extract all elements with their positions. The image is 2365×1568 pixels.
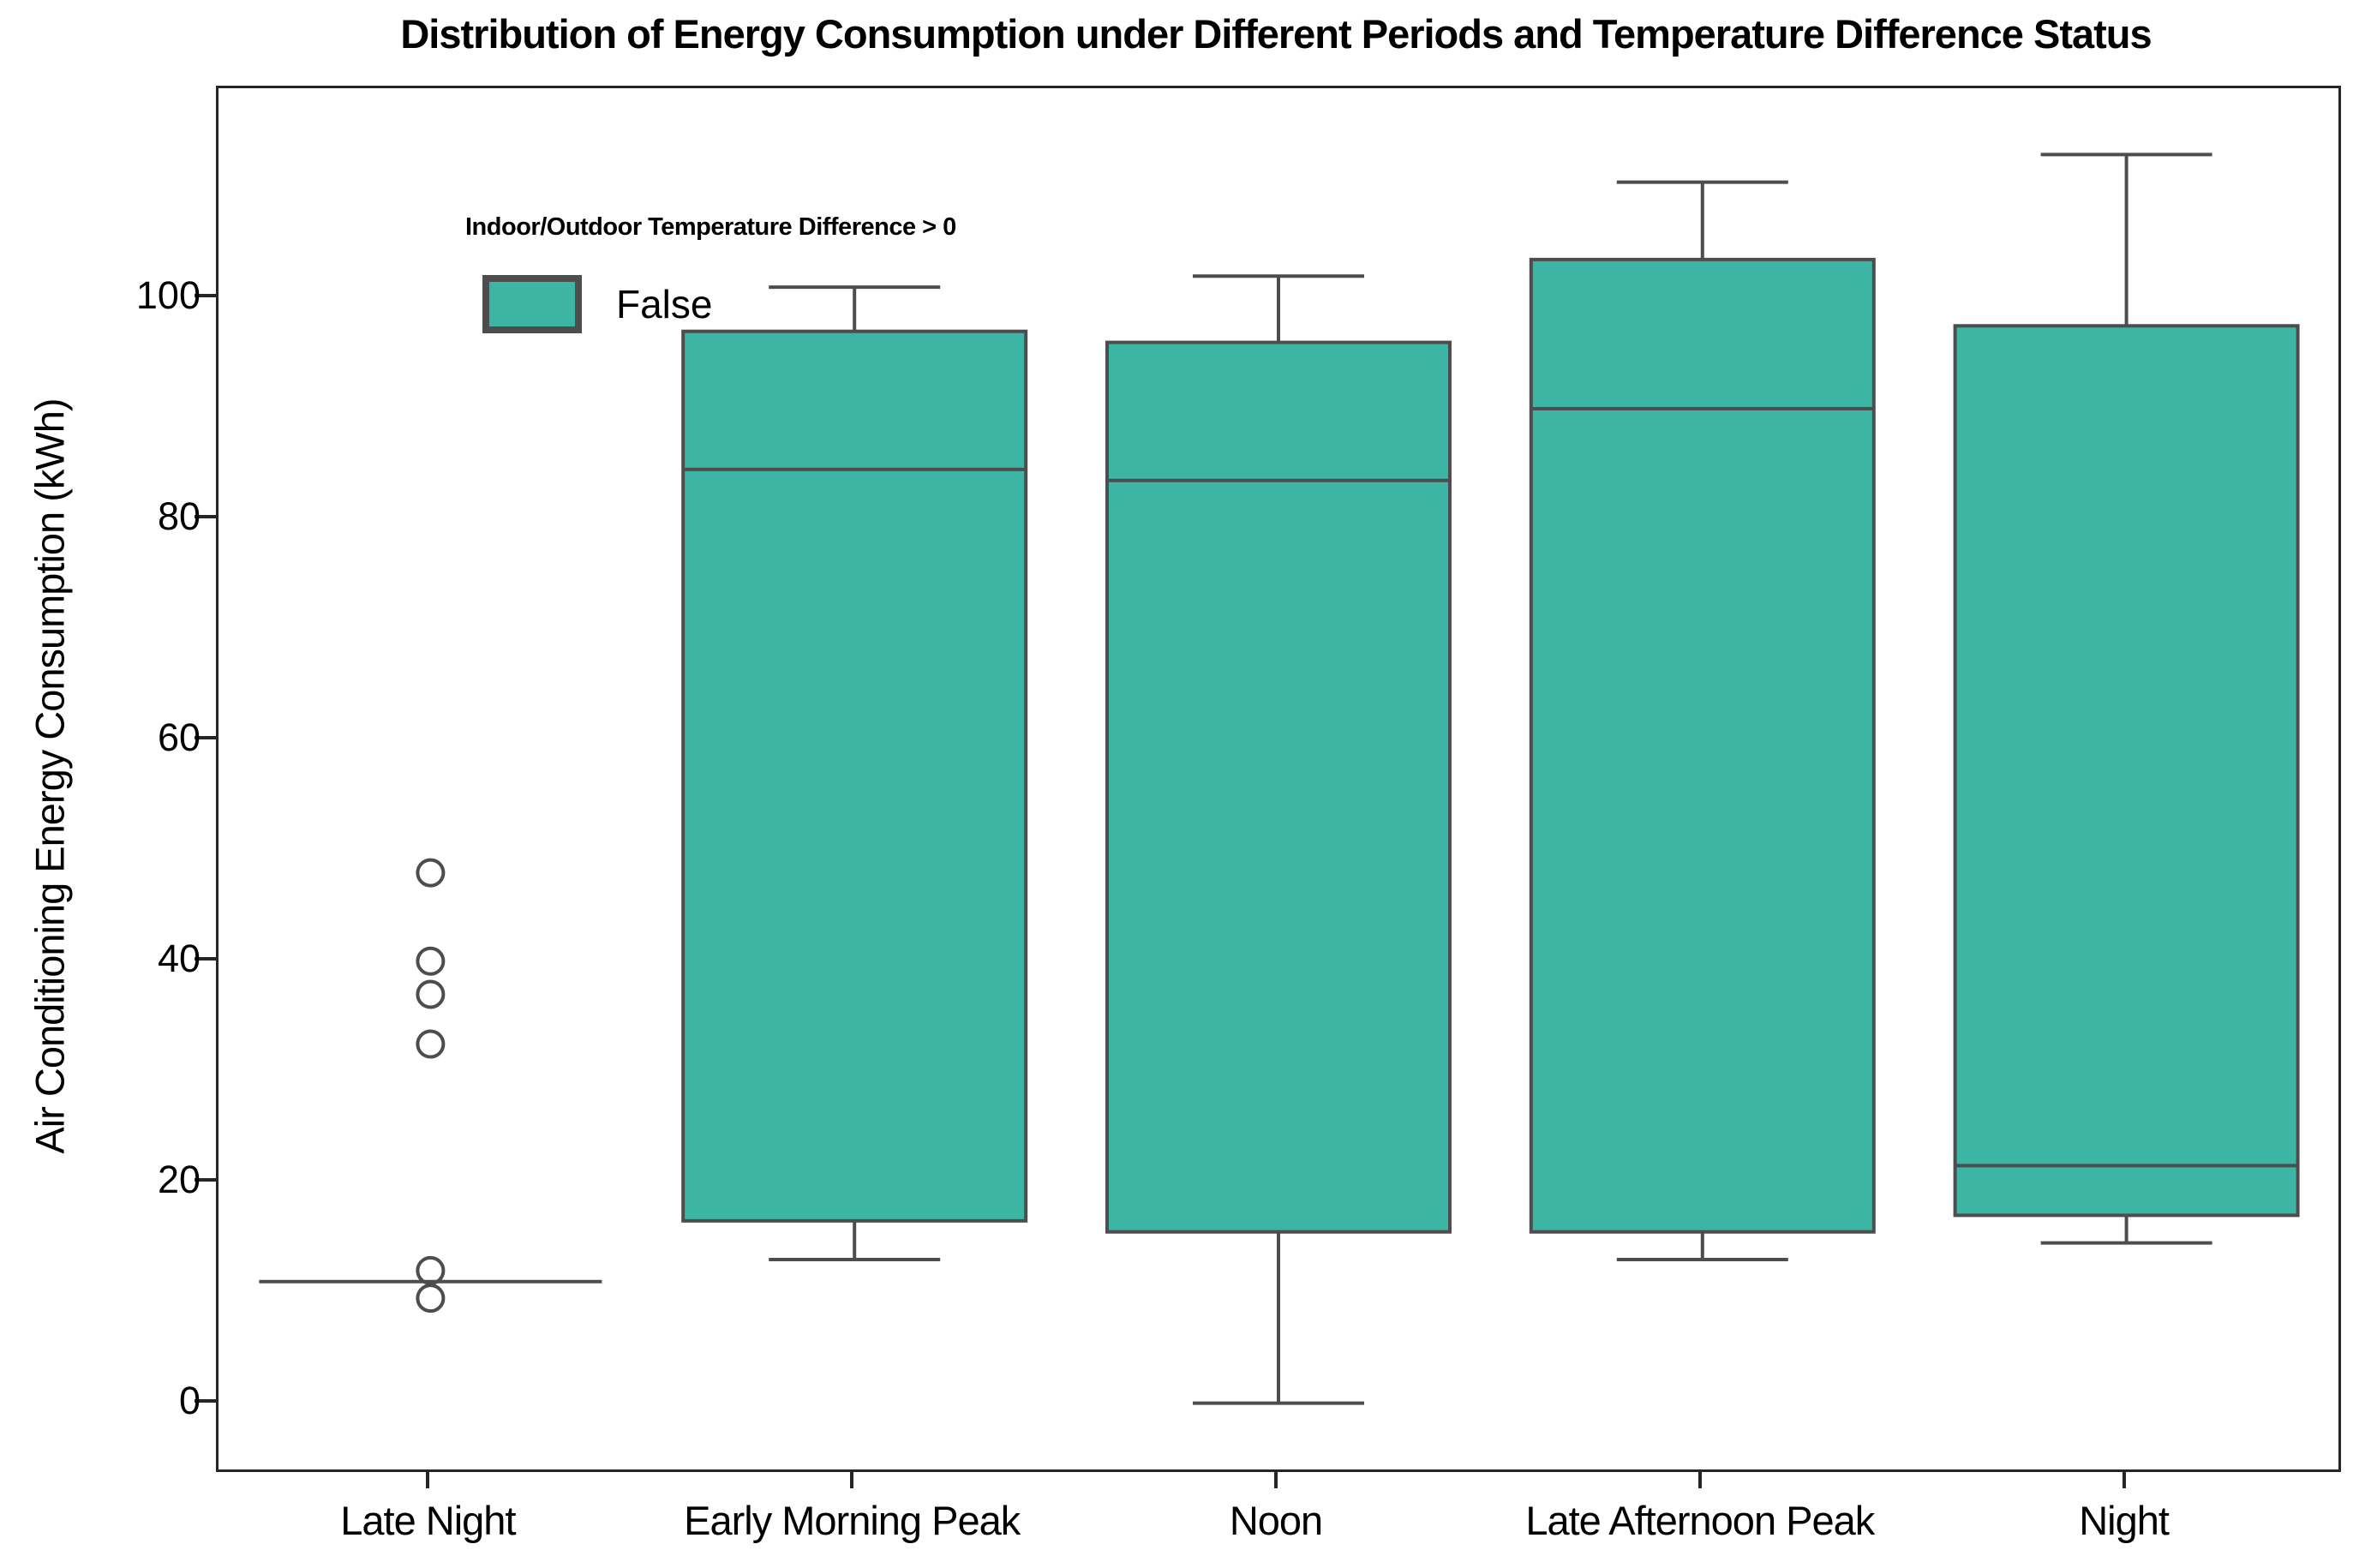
box-2 xyxy=(681,329,1028,1223)
y-tick-label: 20 xyxy=(157,1157,201,1201)
legend-label: False xyxy=(616,282,713,326)
y-tick-label: 40 xyxy=(157,936,201,980)
y-tick-label: 100 xyxy=(135,273,201,318)
y-tick-label: 0 xyxy=(178,1378,201,1422)
x-tick-mark xyxy=(1274,1469,1278,1488)
outlier-point xyxy=(416,1284,446,1314)
x-tick-mark xyxy=(426,1469,430,1488)
x-tick-label-2: Early Morning Peak xyxy=(684,1498,1021,1543)
x-tick-mark xyxy=(850,1469,854,1488)
y-tick-label: 80 xyxy=(157,494,201,538)
chart-title: Distribution of Energy Consumption under… xyxy=(400,11,2152,57)
box-4 xyxy=(1529,257,1876,1234)
x-tick-label-1: Late Night xyxy=(340,1498,516,1543)
plot-area: Indoor/Outdoor Temperature Difference > … xyxy=(216,86,2341,1472)
legend-swatch-false xyxy=(482,275,582,333)
y-tick-mark xyxy=(195,735,216,739)
outlier-point xyxy=(416,858,446,888)
y-tick-label: 60 xyxy=(157,715,201,759)
outlier-point xyxy=(416,946,446,976)
plot-canvas xyxy=(259,153,2300,1405)
x-tick-mark xyxy=(1697,1469,1702,1488)
y-tick-mark xyxy=(195,956,216,961)
outlier-point xyxy=(416,979,446,1009)
y-tick-mark xyxy=(195,294,216,298)
outlier-point xyxy=(416,1029,446,1059)
x-tick-label-4: Late Afternoon Peak xyxy=(1525,1498,1875,1543)
legend-title: Indoor/Outdoor Temperature Difference > … xyxy=(465,213,956,241)
y-tick-mark xyxy=(195,1177,216,1182)
x-tick-label-5: Night xyxy=(2079,1498,2170,1543)
y-tick-mark xyxy=(195,1398,216,1403)
box-3 xyxy=(1105,340,1452,1234)
outlier-point xyxy=(416,1255,446,1285)
x-tick-label-3: Noon xyxy=(1229,1498,1323,1543)
legend-item-false: False xyxy=(482,275,712,333)
x-tick-mark xyxy=(2122,1469,2126,1488)
legend: Indoor/Outdoor Temperature Difference > … xyxy=(465,213,956,333)
y-tick-mark xyxy=(195,514,216,518)
box-5 xyxy=(1953,324,2300,1218)
